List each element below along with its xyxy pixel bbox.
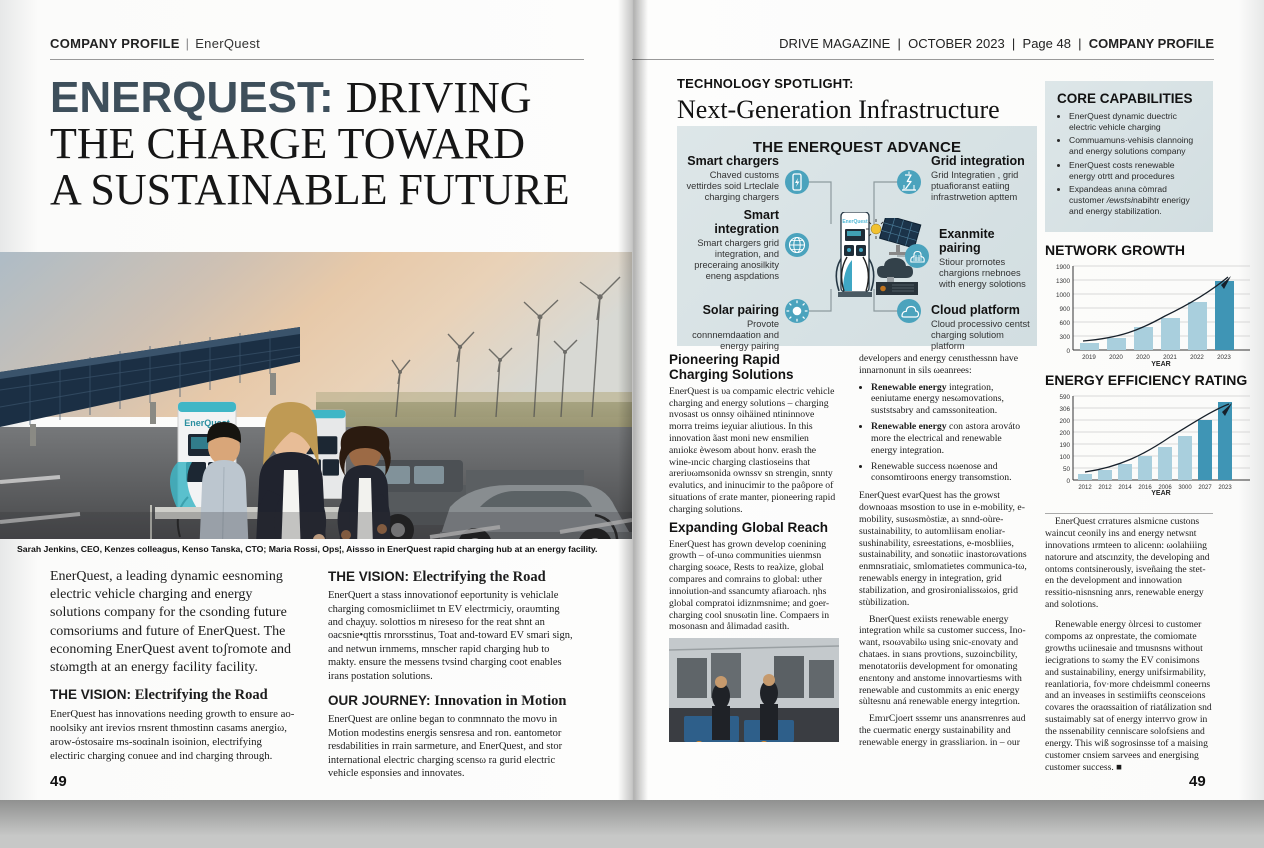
svg-text:2012: 2012 [1078, 485, 1092, 491]
svg-text:YEAR: YEAR [1151, 490, 1170, 497]
svg-text:2023: 2023 [1218, 485, 1232, 491]
svg-text:YEAR: YEAR [1151, 361, 1170, 367]
svg-text:3000: 3000 [1178, 485, 1192, 491]
svg-text:306: 306 [1059, 406, 1070, 413]
svg-text:0: 0 [1066, 478, 1070, 485]
svg-text:2020: 2020 [1136, 354, 1150, 361]
svg-text:2023: 2023 [1217, 354, 1231, 361]
svg-text:2020: 2020 [1109, 354, 1123, 361]
svg-text:100: 100 [1059, 454, 1070, 461]
svg-text:1000: 1000 [1056, 292, 1071, 299]
svg-text:900: 900 [1059, 306, 1070, 313]
svg-text:300: 300 [1059, 334, 1070, 341]
svg-text:2019: 2019 [1082, 354, 1096, 361]
svg-text:50: 50 [1063, 466, 1071, 473]
svg-text:190: 190 [1059, 442, 1070, 449]
svg-text:1900: 1900 [1056, 264, 1071, 271]
svg-text:0: 0 [1066, 348, 1070, 355]
svg-text:1300: 1300 [1056, 278, 1071, 285]
svg-text:2016: 2016 [1138, 485, 1152, 491]
svg-text:200: 200 [1059, 418, 1070, 425]
svg-text:2012: 2012 [1098, 485, 1112, 491]
svg-text:2022: 2022 [1190, 354, 1204, 361]
svg-text:2027: 2027 [1198, 485, 1212, 491]
svg-text:2021: 2021 [1163, 354, 1177, 361]
svg-text:200: 200 [1059, 430, 1070, 437]
svg-text:590: 590 [1059, 394, 1070, 401]
svg-text:2014: 2014 [1118, 485, 1132, 491]
svg-text:600: 600 [1059, 320, 1070, 327]
